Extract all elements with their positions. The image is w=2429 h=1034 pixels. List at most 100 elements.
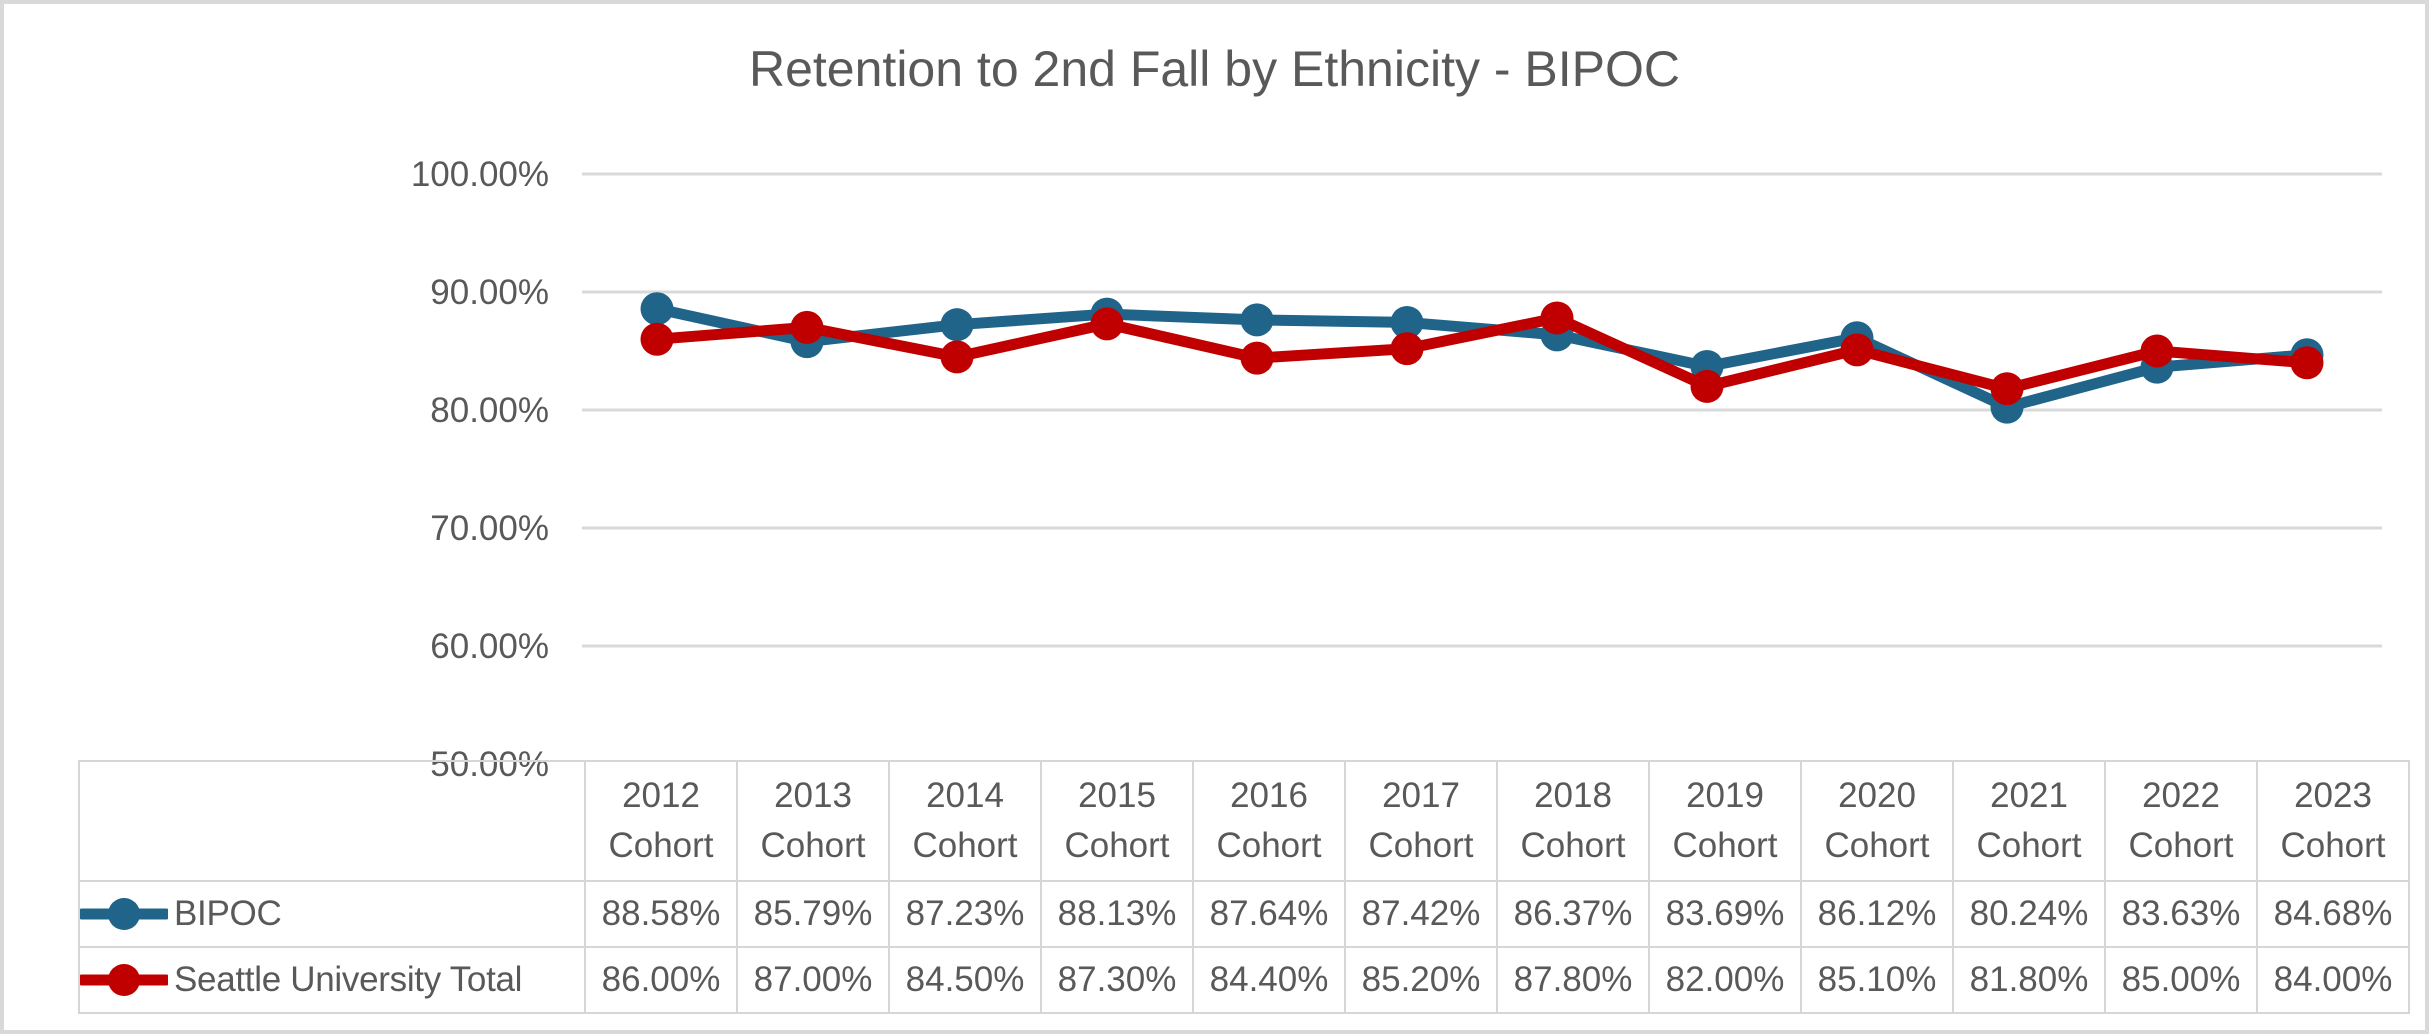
cohort-year-label: 2016 xyxy=(1230,776,1308,815)
cohort-suffix-label: Cohort xyxy=(912,826,1018,865)
data-point-marker-seattle-university-total xyxy=(1840,333,1874,367)
chart-title: Retention to 2nd Fall by Ethnicity - BIP… xyxy=(749,41,1680,97)
data-point-marker-seattle-university-total xyxy=(1240,341,1274,375)
table-value-cell: 85.20% xyxy=(1344,946,1498,1014)
table-header-cell: 2016 Cohort xyxy=(1192,760,1346,882)
table-series-row: BIPOC 88.58% 85.79% 87.23% 88.13% 87.64% 87.42… xyxy=(78,880,2410,948)
legend-entry: Seattle University Total xyxy=(81,960,583,1000)
table-header-cell: 2015 Cohort xyxy=(1040,760,1194,882)
table-value-cell: 81.80% xyxy=(1952,946,2106,1014)
data-point-marker-seattle-university-total xyxy=(2140,334,2174,368)
cohort-year-label: 2019 xyxy=(1686,776,1764,815)
table-value-cell: 86.00% xyxy=(584,946,738,1014)
table-value-cell: 84.50% xyxy=(888,946,1042,1014)
cohort-suffix-label: Cohort xyxy=(1976,826,2082,865)
cohort-year-label: 2022 xyxy=(2142,776,2220,815)
data-point-marker-seattle-university-total xyxy=(1540,301,1574,335)
cohort-suffix-label: Cohort xyxy=(1064,826,1170,865)
table-header-cell: 2022 Cohort xyxy=(2104,760,2258,882)
y-axis-tick-label: 70.00% xyxy=(430,509,549,548)
table-value-cell: 84.68% xyxy=(2256,880,2410,948)
cohort-year-label: 2017 xyxy=(1382,776,1460,815)
cohort-year-label: 2012 xyxy=(622,776,700,815)
table-value-cell: 87.42% xyxy=(1344,880,1498,948)
data-point-marker-seattle-university-total xyxy=(1690,369,1724,403)
table-header-cell: 2013 Cohort xyxy=(736,760,890,882)
table-value-cell: 87.80% xyxy=(1496,946,1650,1014)
legend-cell: BIPOC xyxy=(78,880,586,948)
table-value-cell: 84.00% xyxy=(2256,946,2410,1014)
cohort-suffix-label: Cohort xyxy=(1824,826,1930,865)
table-header-cell: 2019 Cohort xyxy=(1648,760,1802,882)
data-point-marker-bipoc xyxy=(1390,305,1424,339)
series-line-seattle-university-total xyxy=(651,312,2313,395)
cohort-year-label: 2023 xyxy=(2294,776,2372,815)
y-axis-tick-label: 90.00% xyxy=(430,273,549,312)
line-chart-plot-area: 50.00%60.00%70.00%80.00%90.00%100.00% xyxy=(411,155,2382,784)
table-value-cell: 85.10% xyxy=(1800,946,1954,1014)
data-point-marker-bipoc xyxy=(940,308,974,342)
table-value-cell: 86.12% xyxy=(1800,880,1954,948)
data-table: 2012 Cohort 2013 Cohort 2014 Cohort 2015 Cohort… xyxy=(78,760,2410,1014)
data-table-body: 2012 Cohort 2013 Cohort 2014 Cohort 2015 Cohort… xyxy=(78,760,2410,1014)
y-axis-tick-label: 80.00% xyxy=(430,391,549,430)
table-value-cell: 87.23% xyxy=(888,880,1042,948)
legend-series-label: Seattle University Total xyxy=(174,960,523,999)
cohort-year-label: 2020 xyxy=(1838,776,1916,815)
table-header-cell: 2017 Cohort xyxy=(1344,760,1498,882)
cohort-suffix-label: Cohort xyxy=(1672,826,1778,865)
cohort-year-label: 2014 xyxy=(926,776,1004,815)
table-value-cell: 87.64% xyxy=(1192,880,1346,948)
legend-entry: BIPOC xyxy=(81,894,583,934)
data-point-marker-seattle-university-total xyxy=(1990,372,2024,406)
table-value-cell: 87.30% xyxy=(1040,946,1194,1014)
table-value-cell: 88.13% xyxy=(1040,880,1194,948)
table-header-cell: 2014 Cohort xyxy=(888,760,1042,882)
cohort-year-label: 2018 xyxy=(1534,776,1612,815)
cohort-suffix-label: Cohort xyxy=(1216,826,1322,865)
legend-cell: Seattle University Total xyxy=(78,946,586,1014)
table-value-cell: 85.00% xyxy=(2104,946,2258,1014)
cohort-suffix-label: Cohort xyxy=(2128,826,2234,865)
table-header-cell: 2018 Cohort xyxy=(1496,760,1650,882)
cohort-suffix-label: Cohort xyxy=(608,826,714,865)
table-header-cell: 2023 Cohort xyxy=(2256,760,2410,882)
table-header-cell: 2020 Cohort xyxy=(1800,760,1954,882)
cohort-year-label: 2013 xyxy=(774,776,852,815)
cohort-year-label: 2015 xyxy=(1078,776,1156,815)
series-line-bipoc xyxy=(651,303,2313,413)
data-point-marker-bipoc xyxy=(640,292,674,326)
table-value-cell: 84.40% xyxy=(1192,946,1346,1014)
cohort-suffix-label: Cohort xyxy=(1520,826,1626,865)
table-header-cell: 2021 Cohort xyxy=(1952,760,2106,882)
table-value-cell: 83.63% xyxy=(2104,880,2258,948)
legend-line-sample-icon xyxy=(81,964,168,996)
y-axis-tick-label: 100.00% xyxy=(411,155,549,194)
data-point-marker-seattle-university-total xyxy=(1090,307,1124,341)
legend-line-sample-icon xyxy=(81,898,168,930)
y-axis-tick-label: 60.00% xyxy=(430,627,549,666)
table-corner-cell xyxy=(78,760,586,882)
table-value-cell: 87.00% xyxy=(736,946,890,1014)
cohort-suffix-label: Cohort xyxy=(2280,826,2386,865)
table-series-row: Seattle University Total 86.00% 87.00% 84.5… xyxy=(78,946,2410,1014)
table-header-row: 2012 Cohort 2013 Cohort 2014 Cohort 2015 Cohort… xyxy=(78,760,2410,882)
table-value-cell: 80.24% xyxy=(1952,880,2106,948)
cohort-suffix-label: Cohort xyxy=(760,826,866,865)
data-point-marker-seattle-university-total xyxy=(790,310,824,344)
table-value-cell: 82.00% xyxy=(1648,946,1802,1014)
table-value-cell: 88.58% xyxy=(584,880,738,948)
table-value-cell: 86.37% xyxy=(1496,880,1650,948)
cohort-year-label: 2021 xyxy=(1990,776,2068,815)
data-point-marker-bipoc xyxy=(1240,303,1274,337)
table-value-cell: 85.79% xyxy=(736,880,890,948)
table-header-cell: 2012 Cohort xyxy=(584,760,738,882)
legend-series-label: BIPOC xyxy=(174,894,282,933)
data-point-marker-seattle-university-total xyxy=(640,322,674,356)
data-point-marker-seattle-university-total xyxy=(1390,332,1424,366)
data-point-marker-seattle-university-total xyxy=(940,340,974,374)
cohort-suffix-label: Cohort xyxy=(1368,826,1474,865)
data-point-marker-seattle-university-total xyxy=(2290,346,2324,380)
table-value-cell: 83.69% xyxy=(1648,880,1802,948)
